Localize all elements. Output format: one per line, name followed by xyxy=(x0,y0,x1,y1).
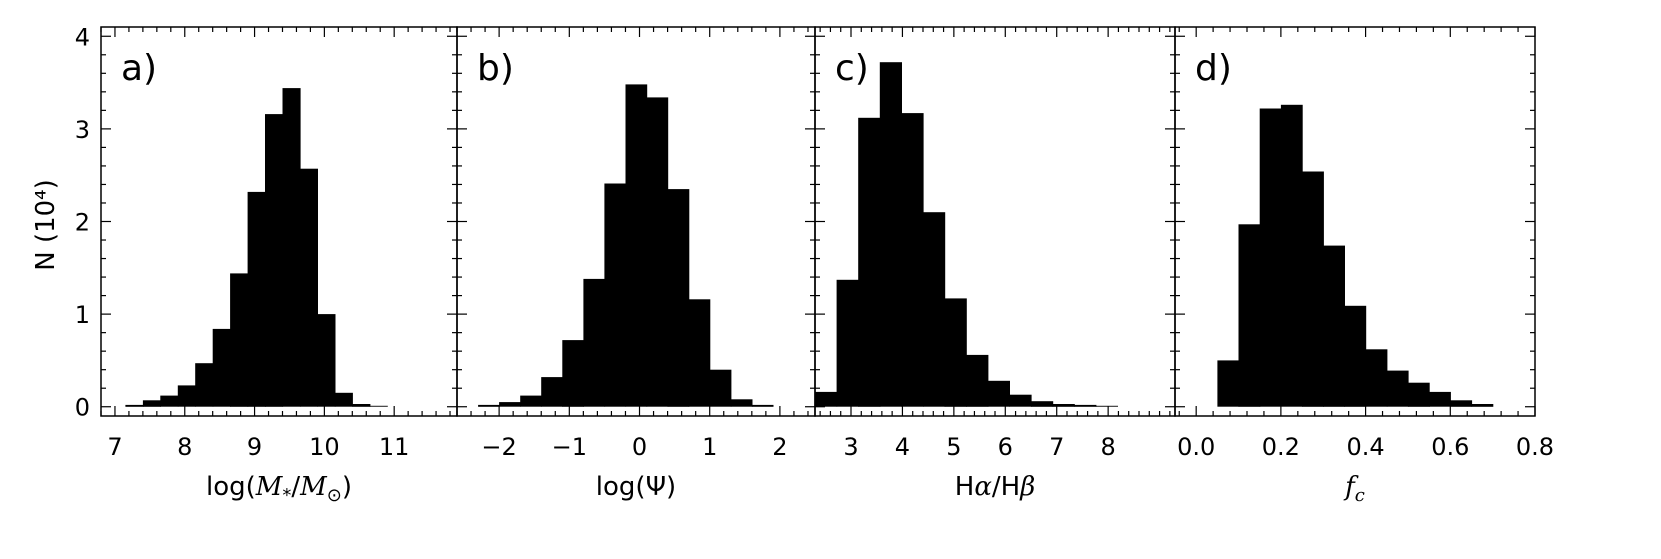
x-tick-label: 6 xyxy=(998,433,1013,461)
x-axis-title: log(M*/M⊙) xyxy=(206,472,352,506)
histogram-bar xyxy=(352,404,371,407)
x-tick-label: 5 xyxy=(946,433,961,461)
panel-tag: c) xyxy=(835,48,869,89)
histogram-bar xyxy=(751,404,774,407)
histogram-bar xyxy=(1407,382,1430,407)
histogram-bar xyxy=(520,395,542,407)
histogram-bar xyxy=(562,340,584,407)
panel-tag: a) xyxy=(121,48,157,89)
x-tick-label: 7 xyxy=(107,433,122,461)
histogram-bar xyxy=(1095,405,1118,407)
x-tick-label: 7 xyxy=(1049,433,1064,461)
histogram-bar xyxy=(604,183,627,407)
y-tick-label: 0 xyxy=(75,394,90,422)
histogram-bar xyxy=(125,404,144,407)
histogram-bar xyxy=(879,62,902,407)
panel-tag: d) xyxy=(1195,48,1232,89)
histogram-bar xyxy=(625,84,648,407)
x-tick-label: 0.0 xyxy=(1177,433,1215,461)
y-tick-label: 1 xyxy=(75,301,90,329)
histogram-bar xyxy=(177,385,196,407)
histogram-bar xyxy=(1344,305,1367,407)
x-axis-title: fc xyxy=(1343,472,1365,506)
histogram-bar xyxy=(1217,360,1240,407)
x-tick-label: 8 xyxy=(1101,433,1116,461)
histogram-bar xyxy=(730,399,753,407)
histogram-bar xyxy=(299,168,318,407)
histogram-bar xyxy=(334,392,353,407)
histogram-bar xyxy=(709,369,732,407)
x-tick-label: 3 xyxy=(843,433,858,461)
histogram-bar xyxy=(901,113,924,407)
histogram-bar xyxy=(987,380,1010,407)
histogram-bar xyxy=(1471,404,1494,407)
histogram-bar xyxy=(265,114,284,407)
x-tick-label: 0.6 xyxy=(1431,433,1469,461)
histogram-bar xyxy=(541,377,563,407)
x-tick-label: 1 xyxy=(702,433,717,461)
y-axis-label: N (10⁴) xyxy=(31,179,61,271)
histogram-bar xyxy=(478,404,500,407)
x-tick-label: 9 xyxy=(247,433,262,461)
x-tick-label: 11 xyxy=(379,433,410,461)
x-tick-label: 0 xyxy=(632,433,647,461)
x-tick-label: 2 xyxy=(772,433,787,461)
histogram-bar xyxy=(282,88,301,407)
histogram-bar xyxy=(230,273,249,407)
x-tick-label: −2 xyxy=(481,433,516,461)
histogram-bar xyxy=(815,391,838,407)
histogram-bar xyxy=(1259,108,1282,407)
histogram-bar xyxy=(1302,171,1324,407)
histogram-bar xyxy=(195,363,214,407)
x-axis-title: Hα/Hβ xyxy=(955,472,1035,502)
histogram-bar xyxy=(646,97,669,407)
x-tick-label: 4 xyxy=(895,433,910,461)
x-tick-label: 0.2 xyxy=(1262,433,1300,461)
y-tick-label: 3 xyxy=(75,116,90,144)
histogram-bar xyxy=(499,402,521,407)
histogram-bar xyxy=(1450,400,1473,407)
histogram-bar xyxy=(667,189,690,407)
histogram-bar xyxy=(1031,401,1054,407)
histogram-bar xyxy=(1074,404,1097,407)
histogram-bar xyxy=(1365,349,1388,407)
histogram-bar xyxy=(247,191,266,407)
histogram-bar xyxy=(317,314,336,407)
histogram-bar xyxy=(923,212,946,407)
x-tick-label: 0.4 xyxy=(1347,433,1385,461)
histogram-bar xyxy=(1280,104,1303,407)
histogram-bar xyxy=(369,405,388,407)
y-tick-label: 4 xyxy=(75,23,90,51)
histogram-bar xyxy=(1323,245,1345,407)
histogram-bar xyxy=(688,299,711,407)
x-tick-label: 8 xyxy=(177,433,192,461)
histogram-bar xyxy=(583,278,606,407)
x-tick-label: −1 xyxy=(552,433,587,461)
histogram-bar xyxy=(1009,394,1032,407)
histogram-bar xyxy=(1429,391,1451,407)
histogram-bar xyxy=(966,354,989,407)
histogram-bar xyxy=(160,395,179,407)
histogram-bar xyxy=(858,117,881,407)
histogram-bar xyxy=(1238,224,1261,407)
x-tick-label: 0.8 xyxy=(1516,433,1554,461)
y-tick-label: 2 xyxy=(75,209,90,237)
x-tick-label: 10 xyxy=(309,433,340,461)
histogram-bar xyxy=(944,298,967,407)
histogram-bar xyxy=(1386,370,1409,407)
histogram-bar xyxy=(142,400,161,407)
histogram-bar xyxy=(836,279,859,407)
histogram-bar xyxy=(1052,404,1075,407)
x-axis-title: log(Ψ) xyxy=(596,472,676,502)
panel-tag: b) xyxy=(477,48,514,89)
histogram-bar xyxy=(212,328,231,407)
